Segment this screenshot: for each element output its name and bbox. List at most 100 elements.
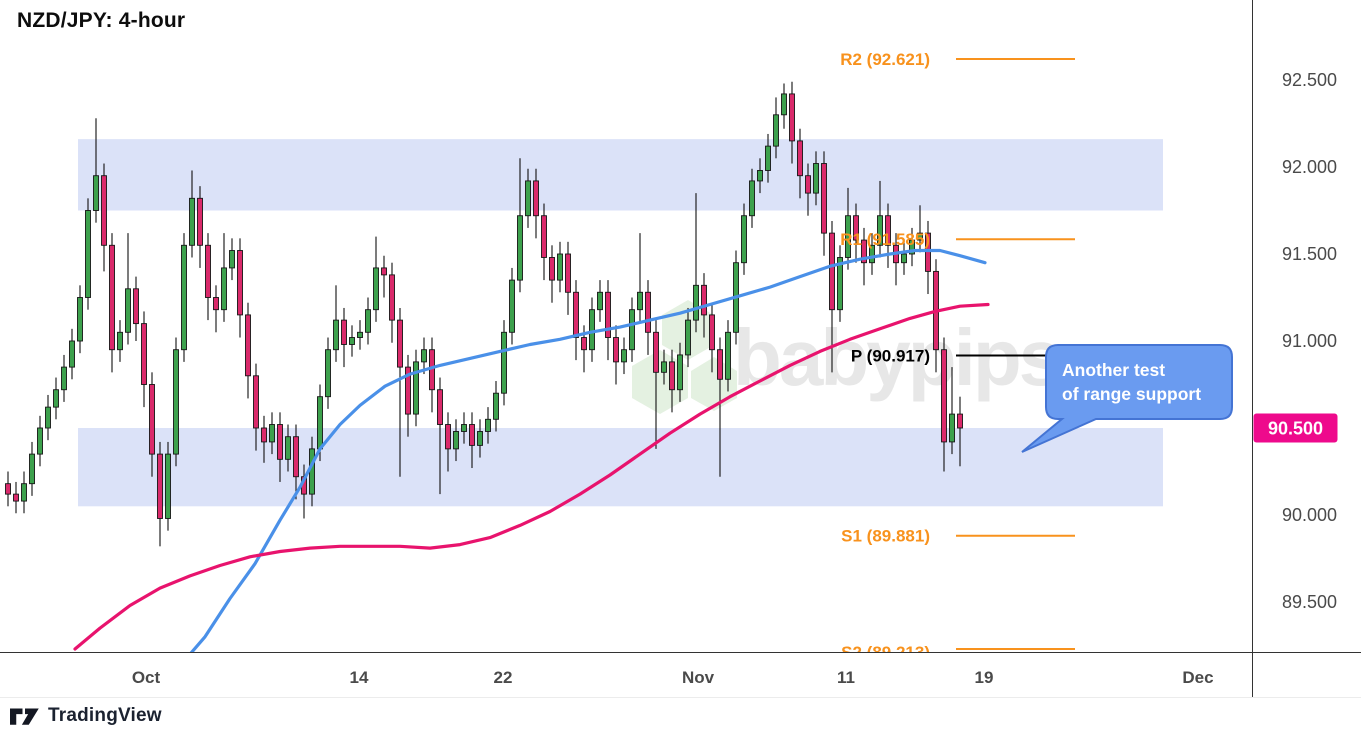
candle-down [717, 349, 723, 380]
candle-up [309, 448, 315, 495]
candle-up [917, 232, 923, 241]
candle-down [341, 319, 347, 345]
candle-down [205, 244, 211, 298]
candle-down [381, 267, 387, 276]
candle-down [101, 175, 107, 246]
candle-down [437, 389, 443, 425]
candle-down [141, 323, 147, 385]
candle-up [413, 361, 419, 415]
candle-up [317, 396, 323, 450]
candle-up [525, 180, 531, 217]
price-tick-label: 89.500 [1282, 592, 1337, 612]
candle-up [333, 319, 339, 351]
candle-down [109, 244, 115, 351]
candle-up [349, 337, 355, 345]
candle-up [29, 453, 35, 485]
candle-down [581, 337, 587, 351]
candle-down [133, 288, 139, 325]
candle-up [589, 309, 595, 351]
candle-up [597, 291, 603, 311]
candle-up [21, 483, 27, 502]
candle-up [325, 349, 331, 398]
time-tick-19: 19 [975, 668, 994, 687]
last-price-badge [1253, 413, 1338, 443]
candle-down [925, 232, 931, 272]
candle-up [421, 349, 427, 363]
candle-down [261, 427, 267, 443]
time-axis[interactable]: Oct 14 22 Nov 11 19 Dec [132, 668, 1214, 687]
candle-down [389, 274, 395, 321]
candle-down [805, 175, 811, 194]
candle-up [621, 349, 627, 363]
candle-down [605, 291, 611, 338]
candle-down [941, 349, 947, 443]
candle-up [69, 340, 75, 368]
candle-down [885, 215, 891, 246]
annotation-callout: Another test of range support [1021, 344, 1233, 453]
candle-down [797, 140, 803, 177]
pivot-levels: R2 (92.621) R1 (91.585) P (90.917) S1 (89.8… [840, 50, 1075, 652]
candle-up [165, 453, 171, 519]
candle-up [93, 175, 99, 211]
candle-up [837, 257, 843, 311]
candle-down [5, 483, 11, 495]
time-tick-Dec: Dec [1182, 668, 1213, 687]
candle-down [957, 413, 963, 429]
tradingview-label: TradingView [48, 705, 162, 726]
candle-up [221, 267, 227, 311]
candle-down [853, 215, 859, 241]
candle-up [765, 145, 771, 171]
candle-up [557, 253, 563, 281]
candle-up [629, 309, 635, 351]
candle-down [861, 239, 867, 264]
price-axis[interactable]: 92.500 92.000 91.500 91.000 90.000 89.500 90.5… [1253, 70, 1338, 612]
candle-down [149, 384, 155, 455]
candle-up [357, 331, 363, 338]
candle-up [685, 319, 691, 356]
candle-up [757, 170, 763, 182]
watermark-text: babypips [733, 313, 1061, 402]
pivot-label-R2: R2 (92.621) [840, 50, 930, 69]
candle-down [573, 291, 579, 338]
ma-line-fast [189, 248, 987, 652]
candle-down [397, 319, 403, 368]
candle-up [773, 114, 779, 147]
candle-up [53, 389, 59, 408]
candle-down [213, 297, 219, 311]
candle-down [277, 424, 283, 460]
time-tick-22: 22 [494, 668, 513, 687]
candle-up [373, 267, 379, 311]
time-tick-Nov: Nov [682, 668, 715, 687]
candle-up [517, 215, 523, 281]
candle-up [901, 253, 907, 264]
candle-up [677, 354, 683, 391]
candle-up [741, 215, 747, 264]
page-title: NZD/JPY: 4-hour [17, 9, 186, 32]
candle-down [197, 197, 203, 246]
candle-down [549, 257, 555, 281]
candle-up [453, 431, 459, 450]
tradingview-attribution[interactable]: TradingView [10, 704, 162, 728]
candle-down [789, 93, 795, 142]
candle-down [645, 291, 651, 333]
candle-down [445, 424, 451, 450]
candle-down [565, 253, 571, 293]
candle-up [693, 284, 699, 321]
candle-up [949, 413, 955, 443]
candle-up [461, 424, 467, 432]
candle-down [533, 180, 539, 217]
candle-down [13, 493, 19, 502]
candle-down [541, 215, 547, 258]
time-tick-14: 14 [350, 668, 369, 687]
candles [5, 81, 963, 547]
candle-down [701, 284, 707, 316]
candle-up [45, 406, 51, 429]
candle-up [725, 331, 731, 380]
candle-up [189, 197, 195, 246]
candle-down [821, 163, 827, 234]
candle-up [269, 424, 275, 443]
candle-up [909, 239, 915, 255]
candle-down [709, 314, 715, 351]
